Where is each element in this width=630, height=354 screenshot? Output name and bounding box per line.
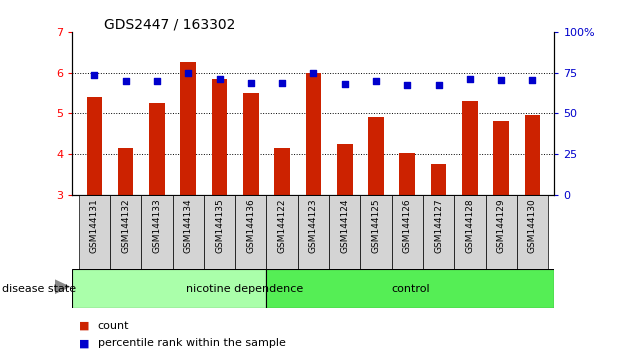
Text: count: count: [98, 321, 129, 331]
Text: GSM144134: GSM144134: [184, 199, 193, 253]
Text: GSM144128: GSM144128: [466, 199, 474, 253]
Bar: [392, 195, 423, 269]
Point: [89, 73, 100, 78]
Bar: [72, 269, 266, 308]
Point: [246, 80, 256, 86]
Point: [433, 82, 444, 88]
Bar: [118, 148, 134, 195]
Text: GSM144127: GSM144127: [434, 199, 443, 253]
Bar: [337, 144, 353, 195]
Text: GSM144122: GSM144122: [278, 199, 287, 253]
Bar: [79, 195, 110, 269]
Point: [152, 78, 162, 84]
Bar: [180, 62, 196, 195]
Bar: [517, 195, 548, 269]
Bar: [454, 195, 486, 269]
Text: GSM144135: GSM144135: [215, 199, 224, 253]
Bar: [399, 153, 415, 195]
Bar: [173, 195, 204, 269]
Bar: [486, 195, 517, 269]
Point: [214, 76, 224, 81]
Text: GSM144136: GSM144136: [246, 199, 255, 253]
Text: GSM144126: GSM144126: [403, 199, 412, 253]
Text: GSM144130: GSM144130: [528, 199, 537, 253]
Bar: [462, 101, 478, 195]
Bar: [360, 195, 392, 269]
Text: GSM144123: GSM144123: [309, 199, 318, 253]
Bar: [306, 73, 321, 195]
Point: [496, 77, 507, 83]
Bar: [110, 195, 141, 269]
Bar: [86, 97, 102, 195]
Bar: [329, 195, 360, 269]
Text: GSM144124: GSM144124: [340, 199, 349, 253]
Bar: [423, 195, 454, 269]
Bar: [266, 195, 298, 269]
Point: [465, 76, 475, 81]
Bar: [149, 103, 165, 195]
Point: [371, 78, 381, 84]
Bar: [368, 118, 384, 195]
Bar: [141, 195, 173, 269]
Text: disease state: disease state: [2, 284, 76, 293]
Point: [527, 77, 537, 83]
Bar: [243, 93, 259, 195]
Bar: [525, 115, 541, 195]
Point: [340, 81, 350, 86]
Point: [309, 70, 318, 75]
Text: GDS2447 / 163302: GDS2447 / 163302: [104, 18, 236, 32]
Bar: [431, 164, 447, 195]
Text: ■: ■: [79, 321, 89, 331]
Text: control: control: [391, 284, 430, 293]
Text: nicotine dependence: nicotine dependence: [186, 284, 303, 293]
Bar: [204, 195, 235, 269]
Bar: [274, 148, 290, 195]
Text: GSM144131: GSM144131: [90, 199, 99, 253]
Text: GSM144125: GSM144125: [372, 199, 381, 253]
Point: [403, 82, 413, 88]
Bar: [493, 121, 509, 195]
Polygon shape: [55, 279, 71, 294]
Point: [120, 78, 130, 84]
Text: percentile rank within the sample: percentile rank within the sample: [98, 338, 285, 348]
Text: GSM144133: GSM144133: [152, 199, 161, 253]
Bar: [266, 269, 554, 308]
Text: GSM144129: GSM144129: [496, 199, 506, 253]
Point: [277, 80, 287, 86]
Bar: [298, 195, 329, 269]
Point: [183, 70, 193, 75]
Bar: [235, 195, 266, 269]
Text: GSM144132: GSM144132: [121, 199, 130, 253]
Bar: [212, 79, 227, 195]
Text: ■: ■: [79, 338, 89, 348]
